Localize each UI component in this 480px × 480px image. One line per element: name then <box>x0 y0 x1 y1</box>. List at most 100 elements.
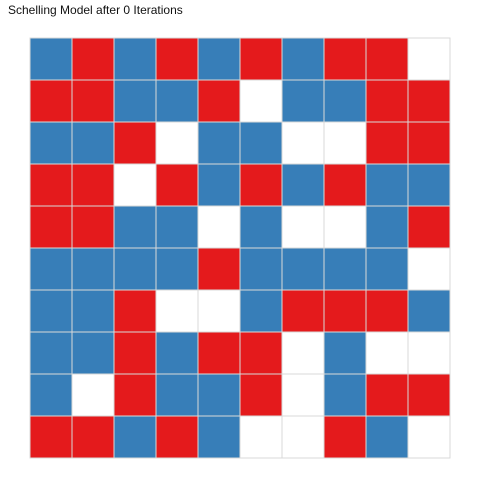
grid-cell-red <box>365 37 409 81</box>
grid-cell-blue <box>239 289 283 333</box>
grid-cell-red <box>323 289 367 333</box>
grid-cell-blue <box>197 415 241 459</box>
grid-cell-empty <box>407 331 451 375</box>
grid-cell-red <box>407 205 451 249</box>
grid-cell-blue <box>155 373 199 417</box>
grid-cell-empty <box>281 415 325 459</box>
grid-cell-red <box>113 121 157 165</box>
grid-cell-blue <box>155 331 199 375</box>
grid-cell-red <box>281 289 325 333</box>
grid-cell-blue <box>407 163 451 207</box>
grid-cell-empty <box>407 247 451 291</box>
grid-cell-red <box>323 163 367 207</box>
grid-cell-red <box>29 79 73 123</box>
grid-cell-empty <box>365 331 409 375</box>
grid-cell-red <box>155 163 199 207</box>
grid-cell-blue <box>365 205 409 249</box>
grid-cell-blue <box>323 331 367 375</box>
grid-cell-red <box>323 415 367 459</box>
grid-cell-blue <box>281 247 325 291</box>
grid-cell-blue <box>197 37 241 81</box>
grid-cell-red <box>365 121 409 165</box>
grid-cell-red <box>71 79 115 123</box>
grid-cell-empty <box>281 205 325 249</box>
grid-cell-red <box>239 163 283 207</box>
grid-cell-blue <box>323 373 367 417</box>
grid-cell-red <box>197 79 241 123</box>
grid-cell-red <box>323 37 367 81</box>
grid-cell-blue <box>113 205 157 249</box>
grid-cell-empty <box>323 205 367 249</box>
grid-cell-blue <box>281 37 325 81</box>
grid-cell-blue <box>407 289 451 333</box>
grid-cell-blue <box>239 205 283 249</box>
grid-cell-empty <box>113 163 157 207</box>
grid-cell-red <box>197 247 241 291</box>
grid-cell-red <box>29 415 73 459</box>
grid-cell-empty <box>71 373 115 417</box>
grid-cell-blue <box>365 163 409 207</box>
grid-cell-blue <box>323 247 367 291</box>
grid-cell-blue <box>113 415 157 459</box>
grid-cell-blue <box>29 331 73 375</box>
grid-cell-red <box>365 79 409 123</box>
grid-cell-red <box>113 289 157 333</box>
grid-cell-red <box>407 121 451 165</box>
grid-cell-red <box>155 37 199 81</box>
grid-cell-blue <box>197 373 241 417</box>
grid-cell-blue <box>281 163 325 207</box>
grid-cell-blue <box>281 79 325 123</box>
grid-cell-empty <box>155 289 199 333</box>
grid-cell-empty <box>407 37 451 81</box>
grid-cell-red <box>407 79 451 123</box>
grid-cell-empty <box>155 121 199 165</box>
grid-cell-blue <box>29 121 73 165</box>
grid-cell-red <box>407 373 451 417</box>
grid-cell-blue <box>29 247 73 291</box>
grid-cell-red <box>29 163 73 207</box>
grid-cell-empty <box>407 415 451 459</box>
grid-cell-red <box>239 37 283 81</box>
grid-cell-blue <box>323 79 367 123</box>
grid-cell-blue <box>197 121 241 165</box>
grid-cell-red <box>155 415 199 459</box>
grid-cell-blue <box>155 247 199 291</box>
grid-cell-red <box>197 331 241 375</box>
grid-cell-red <box>29 205 73 249</box>
grid-cell-blue <box>29 289 73 333</box>
grid-cell-empty <box>197 205 241 249</box>
grid-cell-red <box>365 289 409 333</box>
grid-cell-empty <box>239 79 283 123</box>
grid-cell-blue <box>71 331 115 375</box>
grid-cell-red <box>239 331 283 375</box>
grid-cell-red <box>71 205 115 249</box>
grid-cell-blue <box>239 247 283 291</box>
grid-cell-blue <box>113 247 157 291</box>
grid-cell-blue <box>113 37 157 81</box>
grid-cell-empty <box>281 373 325 417</box>
grid-cell-blue <box>365 247 409 291</box>
grid-cell-red <box>71 163 115 207</box>
grid-cell-blue <box>71 121 115 165</box>
grid-cell-blue <box>71 289 115 333</box>
grid-cell-red <box>239 373 283 417</box>
grid-cell-empty <box>281 331 325 375</box>
grid-cell-blue <box>71 247 115 291</box>
grid-cell-empty <box>323 121 367 165</box>
grid-cell-blue <box>365 415 409 459</box>
chart-title: Schelling Model after 0 Iterations <box>8 3 183 17</box>
grid-cell-empty <box>197 289 241 333</box>
grid-cell-red <box>71 37 115 81</box>
grid-cell-blue <box>29 373 73 417</box>
grid-cell-blue <box>113 79 157 123</box>
grid-cell-blue <box>155 205 199 249</box>
grid-cell-empty <box>239 415 283 459</box>
grid-cell-blue <box>197 163 241 207</box>
grid-cell-blue <box>239 121 283 165</box>
grid-cell-empty <box>281 121 325 165</box>
grid-cell-red <box>113 373 157 417</box>
grid-cell-red <box>113 331 157 375</box>
grid-cell-blue <box>155 79 199 123</box>
grid-cell-blue <box>29 37 73 81</box>
